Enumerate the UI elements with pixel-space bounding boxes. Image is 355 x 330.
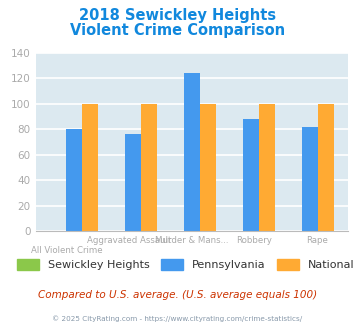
Text: Violent Crime Comparison: Violent Crime Comparison xyxy=(70,23,285,38)
Text: Rape: Rape xyxy=(306,236,328,245)
Bar xyxy=(318,104,334,231)
Text: Robbery: Robbery xyxy=(236,236,272,245)
Bar xyxy=(200,104,215,231)
Text: Compared to U.S. average. (U.S. average equals 100): Compared to U.S. average. (U.S. average … xyxy=(38,290,317,300)
Bar xyxy=(302,127,318,231)
Text: Aggravated Assault: Aggravated Assault xyxy=(87,236,171,245)
Text: Murder & Mans...: Murder & Mans... xyxy=(155,236,229,245)
Bar xyxy=(66,129,82,231)
Bar xyxy=(82,104,98,231)
Text: 2018 Sewickley Heights: 2018 Sewickley Heights xyxy=(79,8,276,23)
Bar xyxy=(259,104,275,231)
Text: © 2025 CityRating.com - https://www.cityrating.com/crime-statistics/: © 2025 CityRating.com - https://www.city… xyxy=(53,315,302,322)
Bar xyxy=(243,119,259,231)
Bar xyxy=(125,134,141,231)
Legend: Sewickley Heights, Pennsylvania, National: Sewickley Heights, Pennsylvania, Nationa… xyxy=(13,255,355,275)
Bar xyxy=(184,73,200,231)
Text: All Violent Crime: All Violent Crime xyxy=(31,246,103,255)
Bar xyxy=(141,104,157,231)
